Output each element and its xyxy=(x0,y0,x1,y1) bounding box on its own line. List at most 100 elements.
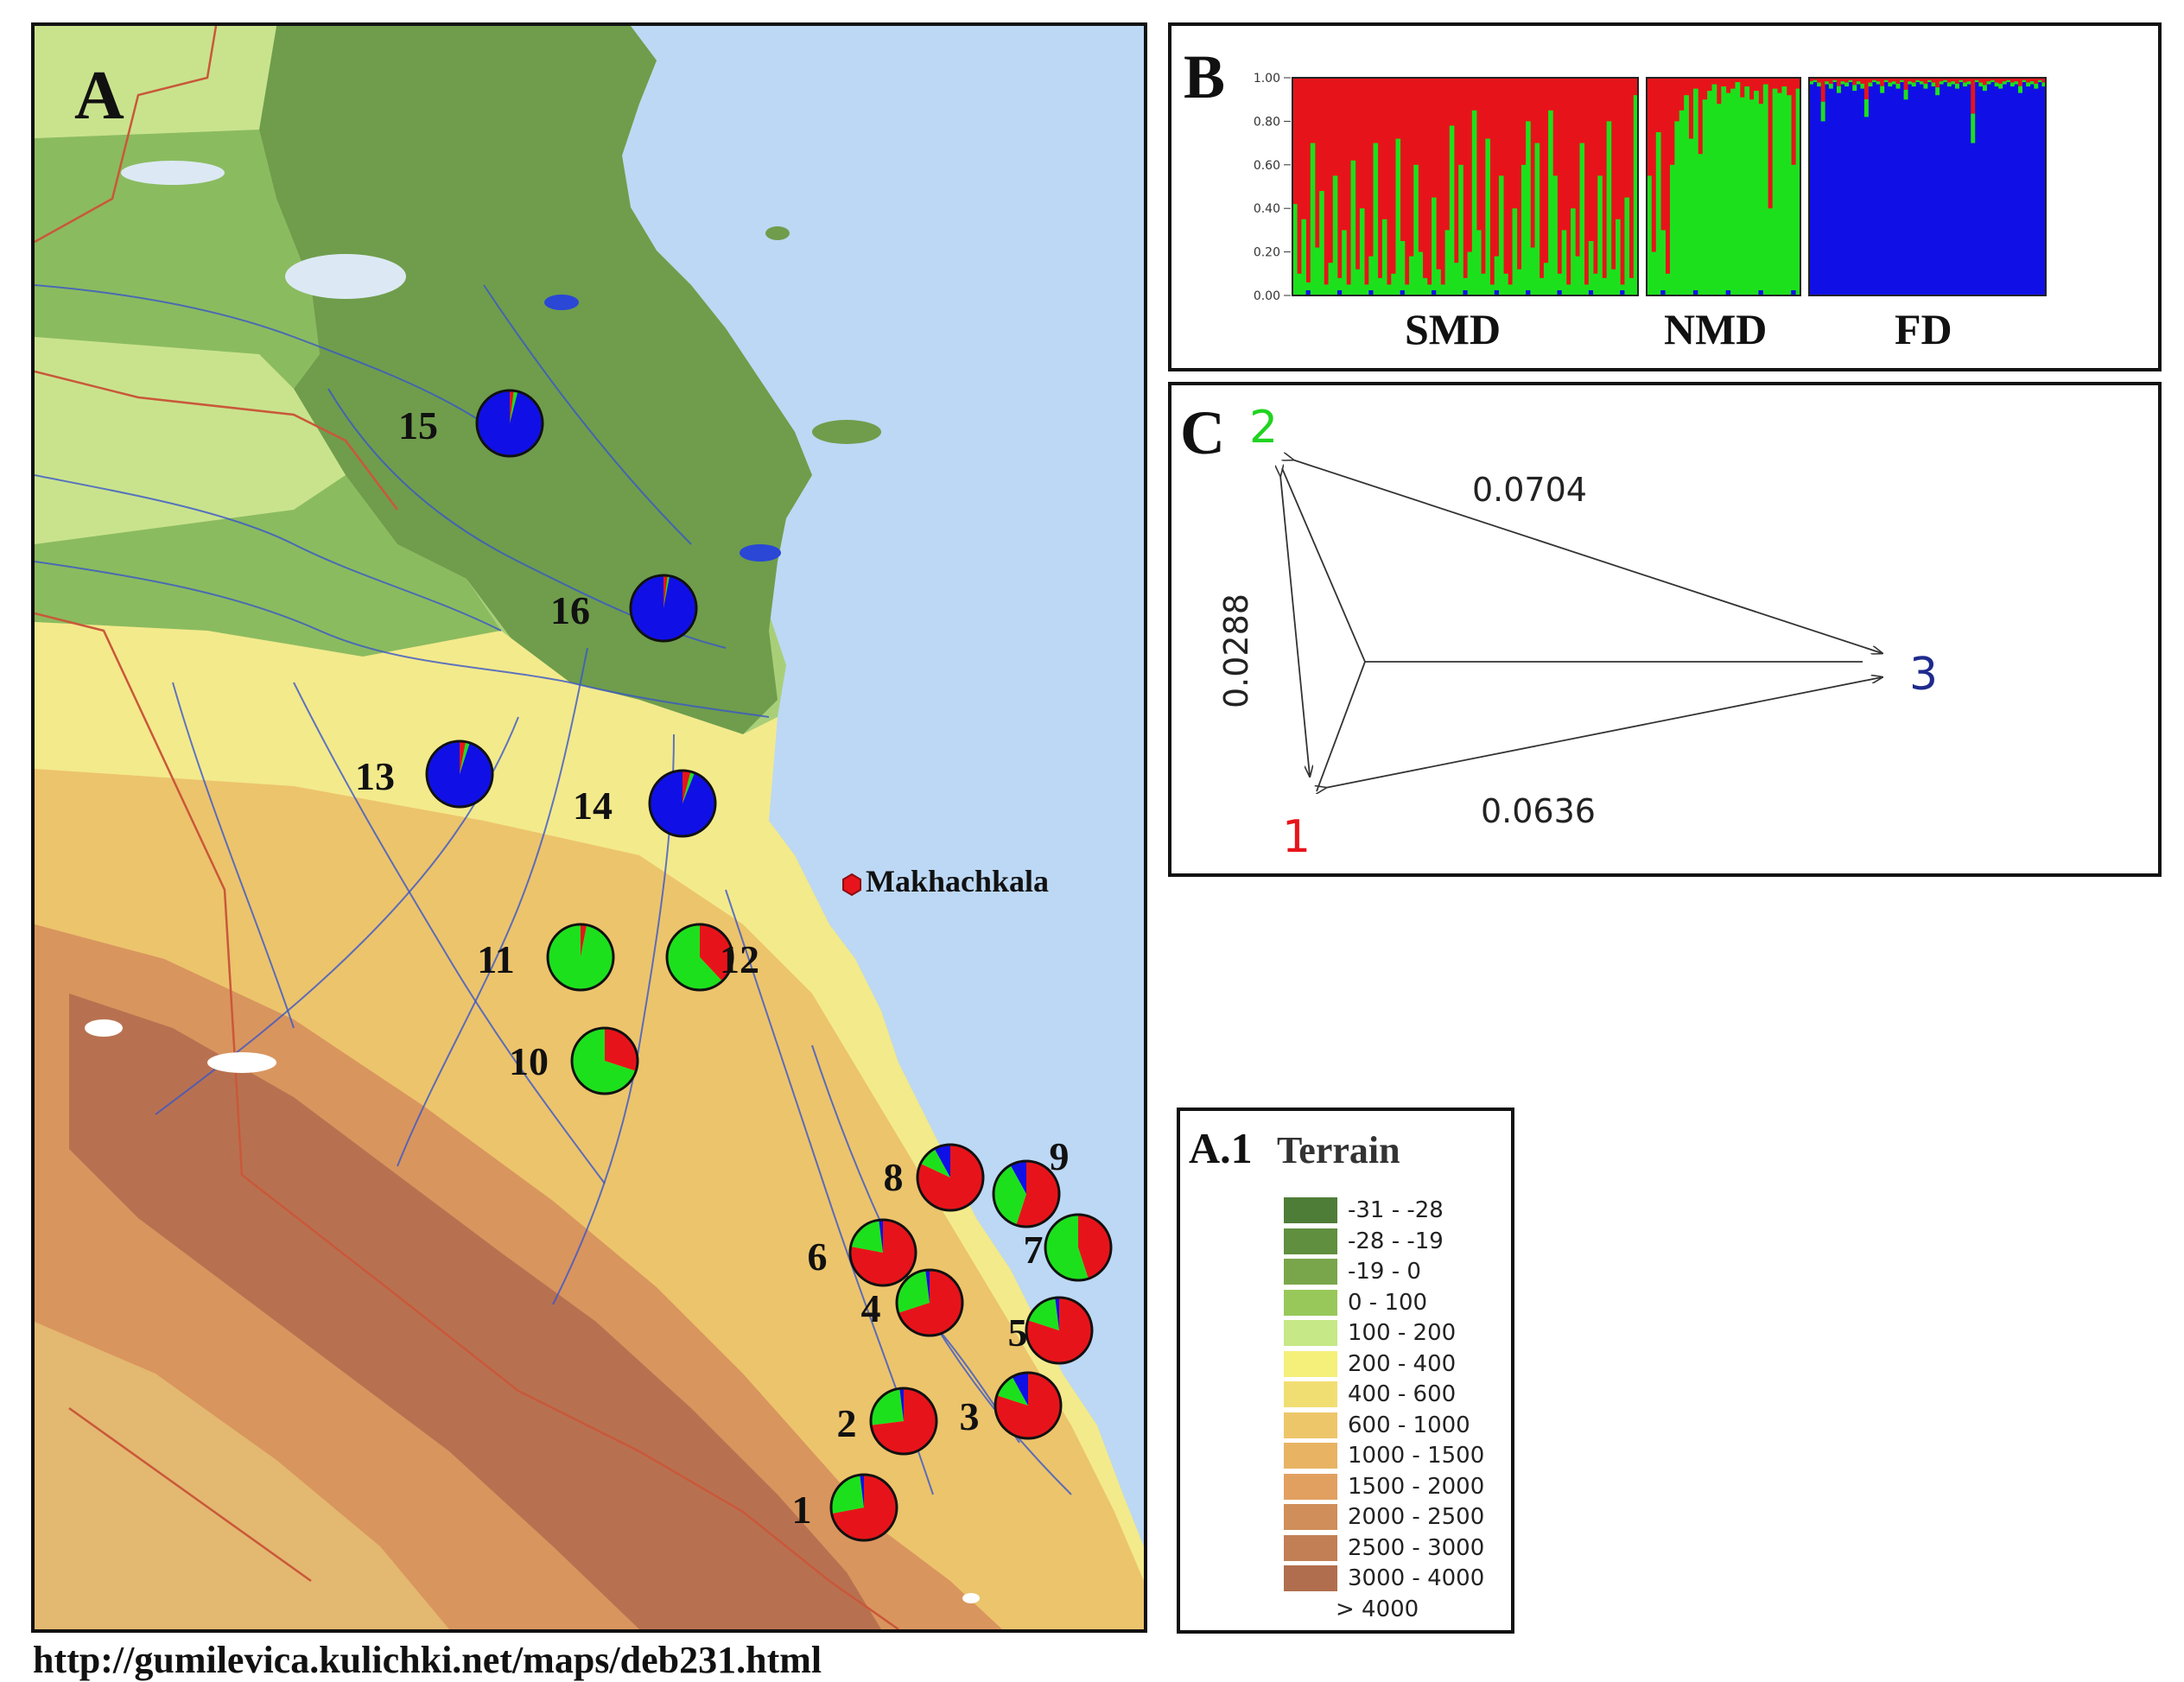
legend-swatch xyxy=(1284,1596,1337,1622)
site-label-15: 15 xyxy=(398,403,438,447)
bar-segment xyxy=(1971,78,1976,114)
bar-segment xyxy=(1781,86,1787,295)
legend-swatch xyxy=(1284,1443,1337,1469)
bar-segment xyxy=(1868,78,1873,83)
edge-2-3-label: 0.0704 xyxy=(1472,471,1587,509)
bar-segment xyxy=(1848,79,1853,83)
bar-segment xyxy=(1301,219,1306,295)
bar-segment xyxy=(1319,191,1324,295)
bar-segment xyxy=(1324,284,1329,295)
legend-swatch xyxy=(1284,1504,1337,1530)
bar-segment xyxy=(1986,78,1991,82)
bar-segment xyxy=(1848,78,1853,80)
bar-segment xyxy=(1584,284,1590,295)
legend-label: 3000 - 4000 xyxy=(1348,1565,1485,1591)
bar-segment xyxy=(1923,83,1928,89)
bar-segment xyxy=(1620,290,1625,295)
bar-segment xyxy=(1946,82,1952,87)
bar-segment xyxy=(1395,138,1401,295)
legend-item: > 4000 xyxy=(1284,1595,1508,1622)
bar-segment xyxy=(1872,79,1877,83)
bar-segment xyxy=(1963,78,1968,83)
lake xyxy=(544,295,579,310)
bar-segment xyxy=(1521,164,1527,295)
pie-slice xyxy=(994,1165,1026,1226)
bar-segment xyxy=(2022,78,2027,80)
bar-segment xyxy=(1332,175,1338,295)
pie-outline xyxy=(546,923,615,992)
bar-segment xyxy=(1820,78,1825,102)
bar-segment xyxy=(1844,78,1850,83)
bar-segment xyxy=(1880,78,1885,86)
legend-swatch xyxy=(1284,1259,1337,1285)
bar-segment xyxy=(1355,269,1361,295)
bar-segment xyxy=(1852,78,1857,86)
bar-segment xyxy=(1891,81,1896,85)
bar-segment xyxy=(1832,79,1838,83)
bar-segment xyxy=(1915,78,1921,80)
bar-segment xyxy=(1516,269,1522,295)
pie-slice xyxy=(850,1220,883,1253)
bar-segment xyxy=(1939,81,1944,85)
bar-segment xyxy=(1444,230,1451,295)
site-label-11: 11 xyxy=(477,937,514,981)
bar-segment xyxy=(1716,104,1722,296)
bar-segment xyxy=(1813,79,1818,83)
bar-segment xyxy=(1610,269,1616,295)
group-label-nmd: NMD xyxy=(1664,305,1768,353)
site-pie-15 xyxy=(475,389,544,458)
bar-segment xyxy=(2041,82,2047,87)
legend-label: 2000 - 2500 xyxy=(1348,1504,1485,1530)
bar-segment xyxy=(1702,99,1708,295)
bar-group-frame xyxy=(1808,77,2047,296)
bar-segment xyxy=(2041,78,2047,83)
bar-segment xyxy=(1463,290,1468,295)
bar-segment xyxy=(1665,273,1671,295)
bar-segment xyxy=(1817,82,1822,87)
legend-item: -28 - -19 xyxy=(1284,1227,1508,1254)
bar-segment xyxy=(1762,84,1768,295)
site-pie-3 xyxy=(994,1371,1063,1440)
bar-group-frame xyxy=(1292,77,1639,296)
bar-segment xyxy=(1571,208,1576,295)
legend-item: 600 - 1000 xyxy=(1284,1411,1508,1438)
legend-item: 200 - 400 xyxy=(1284,1349,1508,1377)
bar-segment xyxy=(1305,290,1311,295)
legend-item: 1000 - 1500 xyxy=(1284,1441,1508,1469)
site-label-3: 3 xyxy=(960,1394,980,1438)
group-label-smd: SMD xyxy=(1405,305,1502,353)
bar-segment xyxy=(1409,256,1414,295)
bar-segment xyxy=(1908,81,1913,85)
bar-segment xyxy=(1876,78,1881,82)
pie-slice xyxy=(898,1270,962,1336)
bar-segment xyxy=(1919,81,1924,85)
bar-segment xyxy=(1832,78,1838,80)
legend-item: 0 - 100 xyxy=(1284,1288,1508,1316)
snow xyxy=(85,1019,123,1037)
pie-outline xyxy=(895,1268,964,1337)
bar-segment xyxy=(1368,256,1374,295)
legend-label: 0 - 100 xyxy=(1348,1289,1428,1316)
pie-slice xyxy=(510,390,514,423)
bar-segment xyxy=(1512,208,1518,295)
bar-segment xyxy=(1994,78,1999,83)
bar-segment xyxy=(1836,78,1841,86)
bar-segment xyxy=(1539,277,1545,295)
distance-network: 2 3 1 0.0704 0.0288 0.0636 xyxy=(1217,402,1938,863)
structure-plot-panel: B 1.00 0.80 0.60 0.40 0.20 0.00 SMD NMD FD xyxy=(1168,22,2162,371)
bar-segment xyxy=(1561,230,1567,295)
bar-segment xyxy=(1498,175,1504,295)
bar-segment xyxy=(1840,78,1845,82)
bar-segment xyxy=(1872,78,1877,80)
site-pie-1 xyxy=(829,1473,898,1542)
bar-segment xyxy=(1974,79,1979,83)
bar-segment xyxy=(1825,81,1830,85)
bar-segment xyxy=(1795,88,1801,295)
legend-swatch xyxy=(1284,1565,1337,1591)
bar-segment xyxy=(1954,83,1959,89)
pie-slice xyxy=(667,924,723,991)
bar-segment xyxy=(1485,138,1490,295)
bar-segment xyxy=(1951,78,1956,82)
pie-outline xyxy=(629,574,698,643)
y-tick-label: 0.60 xyxy=(1254,159,1280,173)
